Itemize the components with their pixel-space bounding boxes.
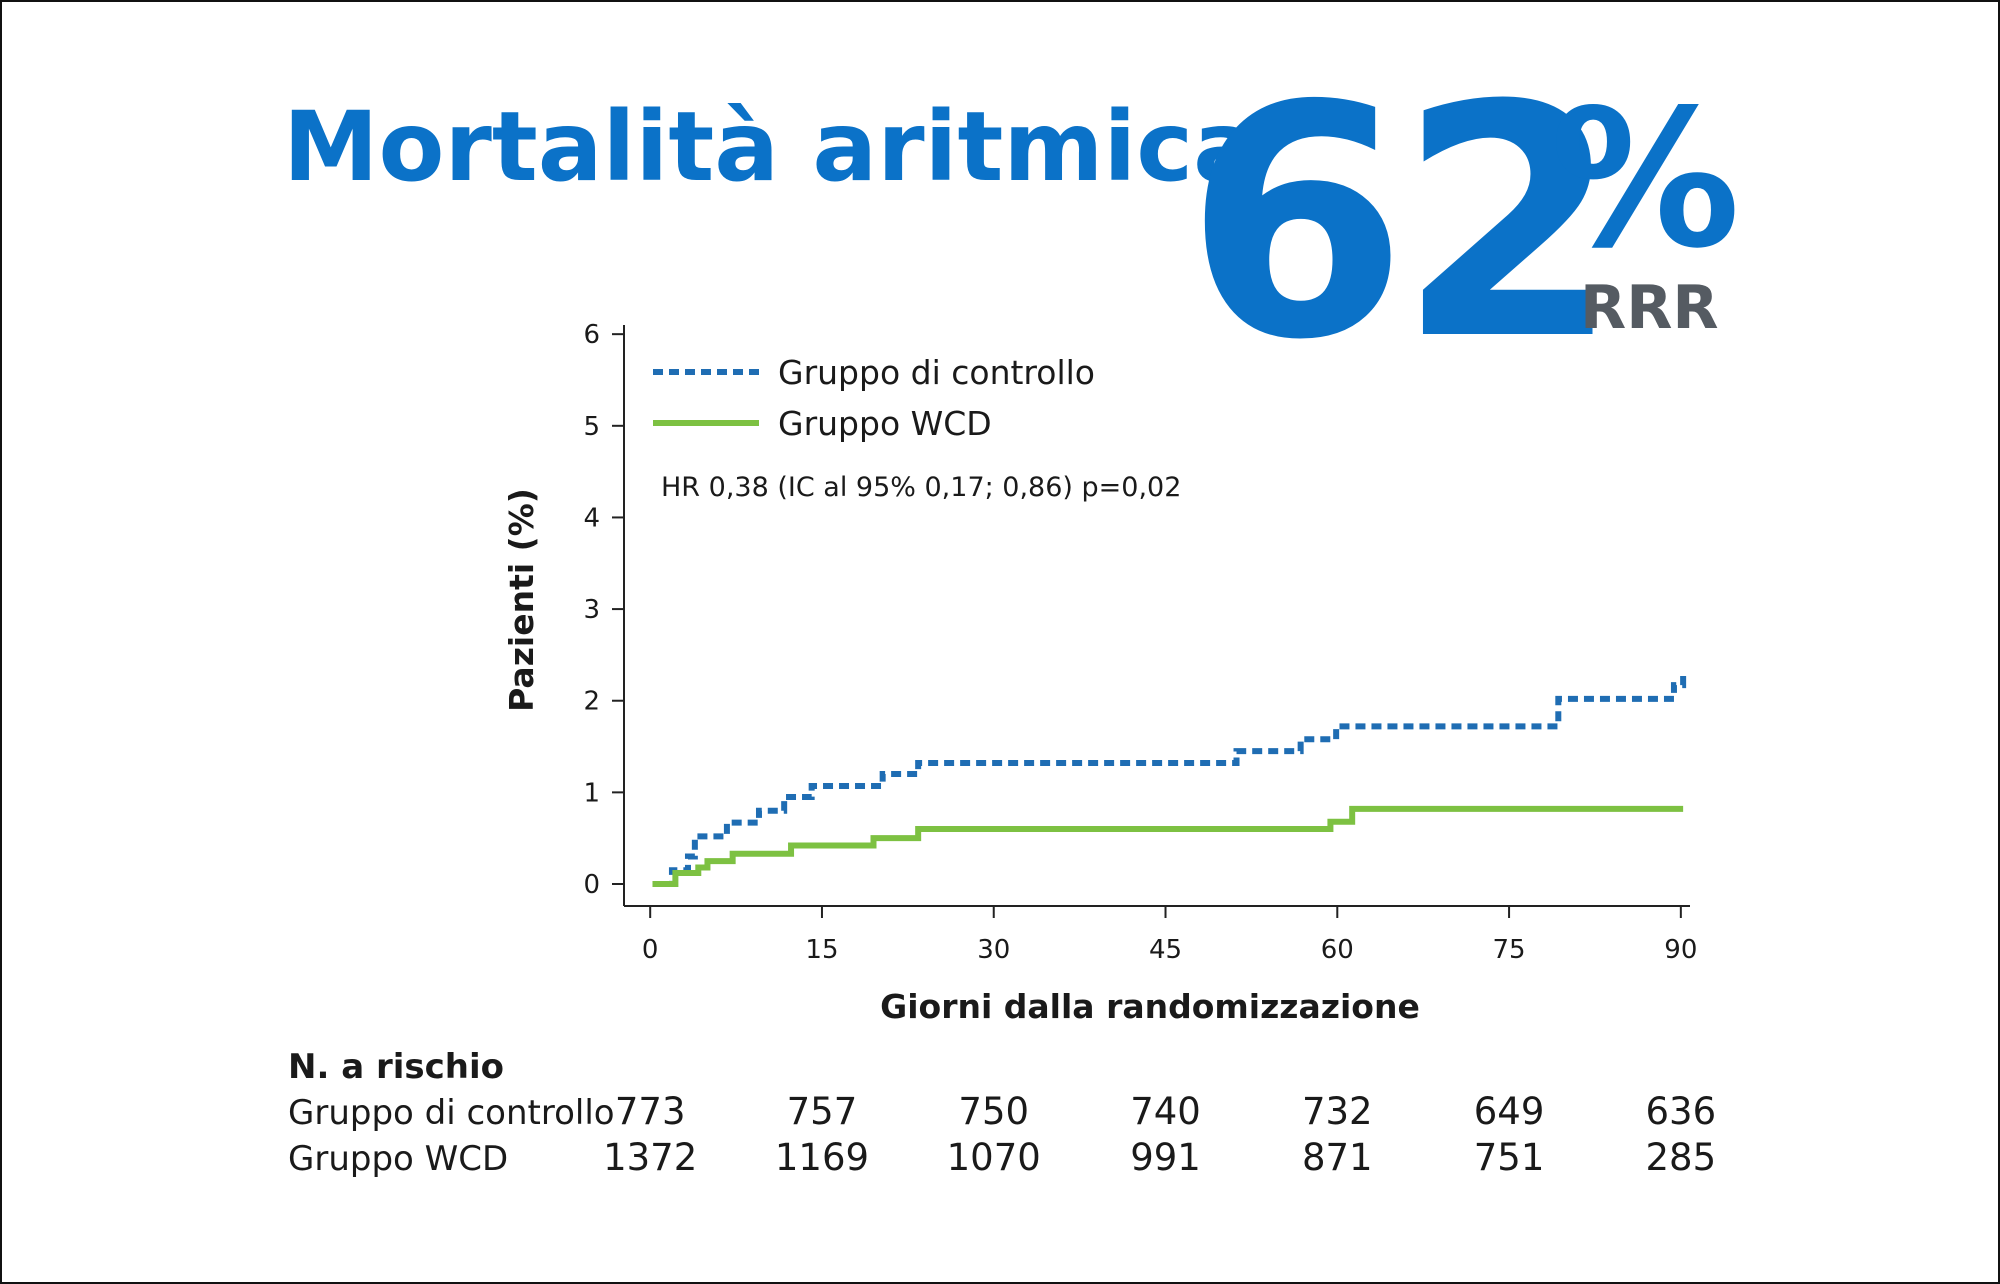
stat-label: RRR (1580, 273, 1719, 343)
risk-count: 757 (787, 1090, 858, 1133)
risk-count: 285 (1646, 1136, 1717, 1179)
y-tick-label: 1 (583, 778, 600, 808)
y-tick-label: 5 (583, 412, 600, 442)
risk-count: 871 (1302, 1136, 1373, 1179)
y-tick-label: 6 (583, 320, 600, 350)
risk-count: 732 (1302, 1090, 1373, 1133)
x-tick-label: 60 (1321, 935, 1354, 965)
risk-count: 991 (1130, 1136, 1201, 1179)
km-curve (665, 673, 1687, 888)
y-tick-label: 2 (583, 687, 600, 717)
annotation: HR 0,38 (IC al 95% 0,17; 0,86) p=0,02 (661, 472, 1181, 503)
legend-label: Gruppo di controllo (778, 353, 1095, 392)
x-tick-label: 90 (1664, 935, 1697, 965)
risk-table-title: N. a rischio (288, 1047, 504, 1087)
y-axis-title: Pazienti (%) (502, 488, 541, 712)
x-tick-label: 30 (977, 935, 1010, 965)
risk-count: 1372 (603, 1136, 697, 1179)
risk-count: 1070 (947, 1136, 1041, 1179)
stat-unit: % (1550, 69, 1740, 290)
stat: 62 (1185, 38, 1610, 410)
risk-count: 773 (615, 1090, 686, 1133)
y-tick-label: 3 (583, 595, 600, 625)
risk-count: 649 (1474, 1090, 1545, 1133)
x-tick-label: 75 (1493, 935, 1526, 965)
x-tick-label: 0 (642, 935, 659, 965)
risk-row-name: Gruppo di controllo (288, 1093, 615, 1133)
legend-label: Gruppo WCD (778, 404, 992, 443)
title: Mortalità aritmica (283, 91, 1258, 203)
risk-count: 750 (958, 1090, 1029, 1133)
x-axis-title: Giorni dalla randomizzazione (880, 987, 1420, 1026)
risk-count: 1169 (775, 1136, 869, 1179)
y-tick-label: 0 (583, 870, 600, 900)
risk-count: 636 (1646, 1090, 1717, 1133)
y-tick-label: 4 (583, 503, 600, 533)
x-tick-label: 15 (805, 935, 838, 965)
risk-count: 751 (1474, 1136, 1545, 1179)
risk-row-name: Gruppo WCD (288, 1139, 508, 1179)
risk-count: 740 (1130, 1090, 1201, 1133)
x-tick-label: 45 (1149, 935, 1182, 965)
km-curve (652, 805, 1684, 888)
